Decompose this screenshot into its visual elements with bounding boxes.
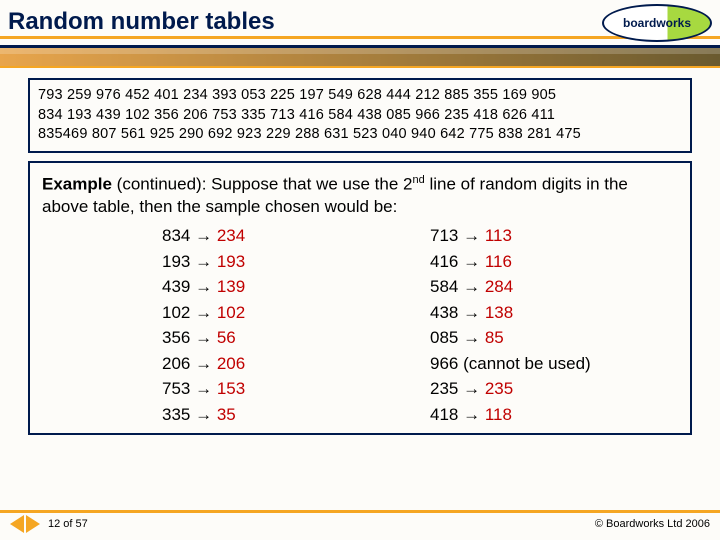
mapping-col-right: 713 → 113416 → 116584 → 284438 → 138085 … bbox=[410, 223, 678, 427]
map-src: 416 bbox=[430, 252, 458, 271]
logo-text: boardworks bbox=[623, 16, 691, 30]
map-dst: 102 bbox=[217, 303, 245, 322]
mapping-row: 713 → 113 bbox=[430, 223, 678, 249]
mapping-row: 193 → 193 bbox=[162, 249, 410, 275]
mapping-row: 335 → 35 bbox=[162, 402, 410, 428]
map-dst: 116 bbox=[485, 252, 512, 271]
map-dst: 284 bbox=[485, 277, 513, 296]
map-src: 966 bbox=[430, 354, 458, 373]
map-src: 713 bbox=[430, 226, 458, 245]
num-line-1: 793 259 976 452 401 234 393 053 225 197 … bbox=[38, 86, 682, 106]
mapping-row: 966 (cannot be used) bbox=[430, 351, 678, 377]
map-src: 753 bbox=[162, 379, 190, 398]
map-src: 206 bbox=[162, 354, 190, 373]
num-line-3: 835469 807 561 925 290 692 923 229 288 6… bbox=[38, 125, 682, 145]
mapping-row: 438 → 138 bbox=[430, 300, 678, 326]
mapping-row: 206 → 206 bbox=[162, 351, 410, 377]
mapping-row: 102 → 102 bbox=[162, 300, 410, 326]
mapping-row: 439 → 139 bbox=[162, 274, 410, 300]
page-number: 12 of 57 bbox=[48, 518, 88, 530]
header-stripes bbox=[0, 48, 720, 68]
mapping-row: 235 → 235 bbox=[430, 376, 678, 402]
mapping-row: 584 → 284 bbox=[430, 274, 678, 300]
map-src: 356 bbox=[162, 328, 190, 347]
map-src: 584 bbox=[430, 277, 458, 296]
map-dst: 138 bbox=[485, 303, 513, 322]
map-src: 438 bbox=[430, 303, 458, 322]
logo-ellipse: boardworks bbox=[602, 4, 712, 42]
map-src: 085 bbox=[430, 328, 458, 347]
example-intro: Example (continued): Suppose that we use… bbox=[42, 173, 678, 220]
mapping-columns: 834 → 234193 → 193439 → 139102 → 102356 … bbox=[42, 223, 678, 427]
map-dst: 118 bbox=[485, 405, 512, 424]
footer-content: 12 of 57 © Boardworks Ltd 2006 bbox=[0, 513, 720, 533]
num-line-2: 834 193 439 102 356 206 753 335 713 416 … bbox=[38, 106, 682, 126]
header-bar: Random number tables boardworks bbox=[0, 0, 720, 48]
map-dst: 193 bbox=[217, 252, 245, 271]
nav-arrows: 12 of 57 bbox=[10, 515, 94, 533]
map-dst: 139 bbox=[217, 277, 245, 296]
map-note: (cannot be used) bbox=[458, 354, 590, 373]
example-box: Example (continued): Suppose that we use… bbox=[28, 161, 692, 436]
example-label: Example bbox=[42, 174, 112, 193]
mapping-row: 416 → 116 bbox=[430, 249, 678, 275]
map-src: 102 bbox=[162, 303, 190, 322]
map-dst: 113 bbox=[485, 226, 512, 245]
prev-arrow-icon[interactable] bbox=[10, 515, 24, 533]
map-dst: 234 bbox=[217, 226, 245, 245]
mapping-row: 834 → 234 bbox=[162, 223, 410, 249]
map-src: 193 bbox=[162, 252, 190, 271]
mapping-row: 418 → 118 bbox=[430, 402, 678, 428]
map-dst: 235 bbox=[485, 379, 513, 398]
map-src: 335 bbox=[162, 405, 190, 424]
copyright-text: © Boardworks Ltd 2006 bbox=[595, 518, 710, 530]
map-dst: 56 bbox=[217, 328, 236, 347]
mapping-row: 753 → 153 bbox=[162, 376, 410, 402]
map-dst: 206 bbox=[217, 354, 245, 373]
logo: boardworks bbox=[602, 4, 712, 42]
footer: 12 of 57 © Boardworks Ltd 2006 bbox=[0, 510, 720, 540]
map-dst: 85 bbox=[485, 328, 504, 347]
mapping-col-left: 834 → 234193 → 193439 → 139102 → 102356 … bbox=[42, 223, 410, 427]
mapping-row: 356 → 56 bbox=[162, 325, 410, 351]
map-src: 418 bbox=[430, 405, 458, 424]
mapping-row: 085 → 85 bbox=[430, 325, 678, 351]
intro-rest: (continued): Suppose that we use the 2 bbox=[112, 174, 413, 193]
map-src: 439 bbox=[162, 277, 190, 296]
next-arrow-icon[interactable] bbox=[26, 515, 40, 533]
map-src: 834 bbox=[162, 226, 190, 245]
map-dst: 35 bbox=[217, 405, 236, 424]
random-numbers-box: 793 259 976 452 401 234 393 053 225 197 … bbox=[28, 78, 692, 153]
map-dst: 153 bbox=[217, 379, 245, 398]
map-src: 235 bbox=[430, 379, 458, 398]
intro-sup: nd bbox=[412, 174, 424, 186]
